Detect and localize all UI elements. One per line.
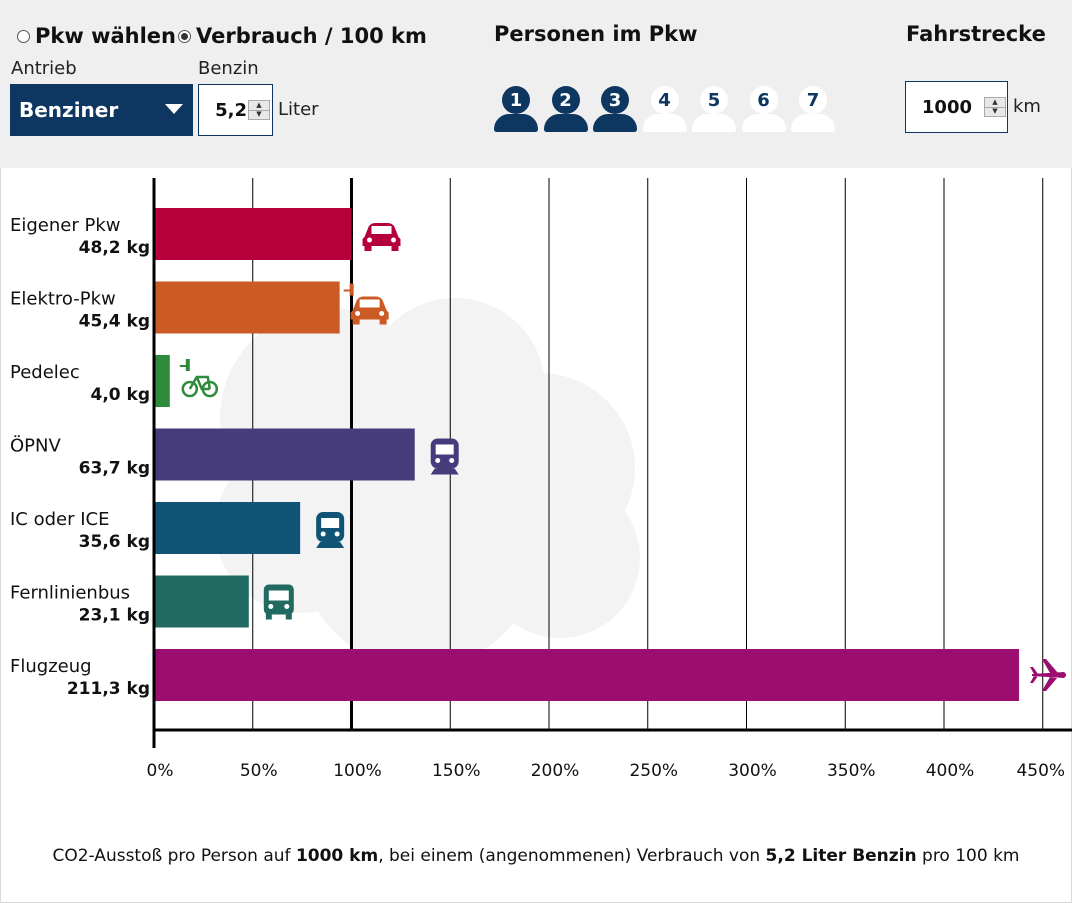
person-icon xyxy=(494,114,538,132)
person-icon xyxy=(692,114,736,132)
x-tick-label: 0% xyxy=(147,761,174,781)
person-number: 1 xyxy=(502,86,530,114)
footer-suffix: pro 100 km xyxy=(916,846,1020,866)
person-4-button[interactable]: 4 xyxy=(642,86,687,132)
value-label: 211,3 kg xyxy=(67,679,150,699)
drive-select[interactable]: Benziner xyxy=(10,84,193,136)
category-label: IC oder ICE xyxy=(10,509,109,530)
bar-öpnv xyxy=(154,428,415,481)
bar-ic-oder-ice xyxy=(154,502,301,554)
chevron-down-icon xyxy=(165,104,183,114)
radio-consumption[interactable]: Verbrauch / 100 km xyxy=(178,22,427,50)
value-label: 48,2 kg xyxy=(79,238,150,258)
person-number: 5 xyxy=(700,86,728,114)
distance-heading: Fahrstrecke xyxy=(906,22,1046,46)
distance-arrows[interactable]: ▲ ▼ xyxy=(984,97,1006,117)
person-icon xyxy=(642,114,687,132)
radio-select-car-dot[interactable] xyxy=(17,29,30,43)
person-number: 6 xyxy=(749,86,778,114)
radio-consumption-dot[interactable] xyxy=(178,29,191,43)
train-icon xyxy=(316,512,345,548)
value-label: 45,4 kg xyxy=(79,312,150,332)
bar-fernlinienbus xyxy=(154,575,249,628)
footer-consumption: 5,2 Liter Benzin xyxy=(765,846,917,866)
consumption-arrows[interactable]: ▲ ▼ xyxy=(248,100,270,120)
distance-input[interactable] xyxy=(906,96,974,118)
consumption-unit: Liter xyxy=(278,99,319,120)
radio-consumption-label: Verbrauch / 100 km xyxy=(196,24,427,48)
radio-select-car[interactable]: Pkw wählen xyxy=(17,22,176,50)
subway-icon xyxy=(430,438,459,475)
person-6-button[interactable]: 6 xyxy=(741,86,786,132)
bus-icon xyxy=(263,584,294,620)
radio-select-car-label: Pkw wählen xyxy=(35,24,176,48)
category-label: Elektro-Pkw xyxy=(10,289,116,310)
category-label: ÖPNV xyxy=(10,435,61,457)
airplane-icon xyxy=(1030,659,1066,691)
category-label: Fernlinienbus xyxy=(10,583,130,604)
x-tick-label: 400% xyxy=(926,761,975,781)
x-tick-label: 450% xyxy=(1016,761,1065,781)
persons-heading: Personen im Pkw xyxy=(494,22,698,46)
person-icon xyxy=(543,114,588,132)
person-icon xyxy=(593,114,637,132)
electric-car-icon xyxy=(343,283,389,325)
person-5-button[interactable]: 5 xyxy=(692,86,736,132)
bar-eigener-pkw xyxy=(154,208,352,260)
spin-up-icon[interactable]: ▲ xyxy=(992,97,998,106)
person-1-button[interactable]: 1 xyxy=(494,86,538,132)
bar-elektro-pkw xyxy=(154,281,340,334)
x-tick-label: 50% xyxy=(240,761,278,781)
x-tick-label: 200% xyxy=(531,761,580,781)
person-number: 7 xyxy=(799,86,827,114)
value-label: 23,1 kg xyxy=(79,606,150,626)
value-label: 63,7 kg xyxy=(79,459,150,479)
person-icon xyxy=(791,114,835,132)
category-label: Flugzeug xyxy=(10,656,92,677)
consumption-stepper[interactable]: ▲ ▼ xyxy=(198,84,273,136)
spin-up-icon[interactable]: ▲ xyxy=(256,100,262,109)
value-label: 35,6 kg xyxy=(79,532,150,552)
person-icon xyxy=(741,114,786,132)
category-label: Eigener Pkw xyxy=(10,215,120,236)
x-tick-label: 150% xyxy=(432,761,481,781)
footer-middle: , bei einem (angenommenen) Verbrauch von xyxy=(378,846,766,866)
person-number: 4 xyxy=(650,86,679,114)
spin-down-icon[interactable]: ▼ xyxy=(249,109,269,120)
fuel-label: Benzin xyxy=(198,58,259,79)
consumption-input[interactable] xyxy=(199,99,249,121)
chart-footer: CO2-Ausstoß pro Person auf 1000 km, bei … xyxy=(0,846,1072,866)
bar-pedelec xyxy=(154,355,170,407)
footer-distance: 1000 km xyxy=(295,846,379,866)
bar-flugzeug xyxy=(154,649,1020,701)
person-2-button[interactable]: 2 xyxy=(543,86,588,132)
category-label: Pedelec xyxy=(10,362,80,383)
value-label: 4,0 kg xyxy=(90,385,150,405)
drive-select-value: Benziner xyxy=(19,98,119,122)
spin-down-icon[interactable]: ▼ xyxy=(985,106,1005,117)
person-7-button[interactable]: 7 xyxy=(791,86,835,132)
car-icon xyxy=(362,223,401,251)
drive-label: Antrieb xyxy=(11,58,77,79)
x-tick-label: 300% xyxy=(728,761,777,781)
x-tick-label: 250% xyxy=(629,761,678,781)
person-number: 3 xyxy=(601,86,629,114)
electric-bike-icon xyxy=(179,359,219,398)
person-3-button[interactable]: 3 xyxy=(593,86,637,132)
distance-unit: km xyxy=(1013,96,1041,117)
footer-prefix: CO2-Ausstoß pro Person auf xyxy=(52,846,296,866)
distance-stepper[interactable]: ▲ ▼ xyxy=(905,81,1008,133)
x-tick-label: 350% xyxy=(827,761,876,781)
person-number: 2 xyxy=(551,86,580,114)
x-tick-label: 100% xyxy=(333,761,382,781)
